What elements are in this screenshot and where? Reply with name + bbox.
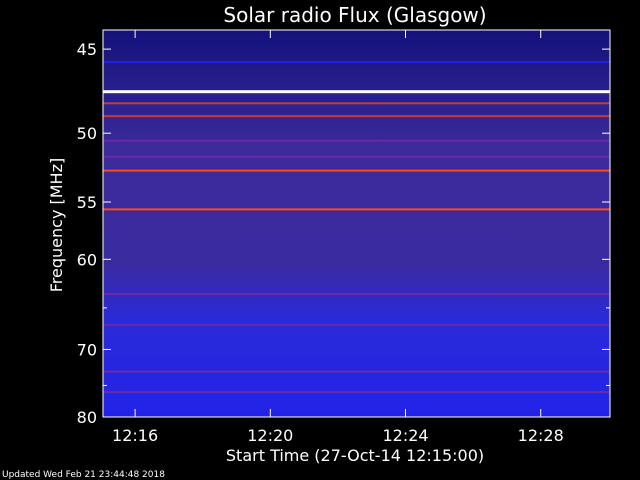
updated-footer: Updated Wed Feb 21 23:44:48 2018	[2, 470, 165, 480]
y-axis-label: Frequency [MHz]	[47, 158, 66, 292]
spectrogram-plot-area	[102, 29, 611, 418]
emission-band-3	[103, 115, 610, 118]
emission-band-9	[103, 324, 610, 327]
x-axis-label: Start Time (27-Oct-14 12:15:00)	[226, 446, 484, 465]
y-tick-label-4: 70	[77, 340, 97, 359]
emission-band-2	[103, 102, 610, 105]
y-tick-label-1: 50	[77, 124, 97, 143]
emission-band-5	[103, 155, 610, 158]
plot-frame	[102, 29, 611, 418]
emission-bands	[103, 61, 610, 394]
x-axis: 12:16 12:20 12:24 12:28	[112, 30, 564, 445]
chart-title: Solar radio Flux (Glasgow)	[223, 3, 486, 27]
spectrogram-background	[103, 30, 610, 417]
x-tick-label-2: 12:24	[382, 426, 428, 445]
y-tick-label-3: 60	[77, 250, 97, 269]
emission-band-8	[103, 293, 610, 296]
emission-band-10	[103, 370, 610, 373]
emission-band-1	[103, 90, 610, 94]
x-tick-label-3: 12:28	[518, 426, 564, 445]
y-tick-label-2: 55	[77, 193, 97, 212]
x-tick-label-0: 12:16	[112, 426, 158, 445]
y-tick-label-0: 45	[77, 40, 97, 59]
y-axis: 45 50 55 60 70 80	[77, 40, 610, 427]
y-tick-label-5: 80	[77, 408, 97, 427]
emission-band-7	[103, 208, 610, 211]
emission-band-0	[103, 61, 610, 63]
x-tick-label-1: 12:20	[247, 426, 293, 445]
emission-band-11	[103, 391, 610, 394]
emission-band-4	[103, 139, 610, 142]
emission-band-6	[103, 169, 610, 172]
